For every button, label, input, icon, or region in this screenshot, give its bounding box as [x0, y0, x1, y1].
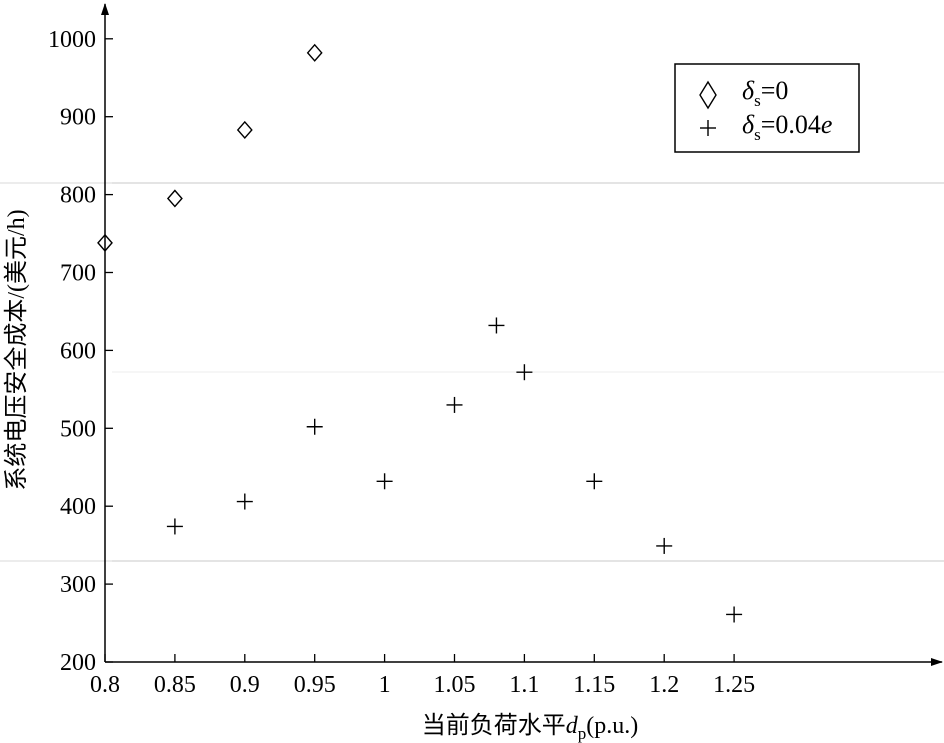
x-tick-label: 1.05 [434, 672, 476, 698]
legend-label-plus-sub: s [754, 125, 761, 144]
x-axis-title-main: 当前负荷水平 [422, 712, 566, 739]
y-tick-label: 700 [60, 261, 96, 287]
plus-point [236, 493, 253, 510]
legend-label-plus-tail-italic: e [821, 110, 833, 139]
legend-label-diamond-var: δ [742, 76, 755, 105]
plus-point [446, 396, 463, 413]
plus-point [586, 473, 603, 490]
x-axis-ticks: 0.8 0.85 0.9 0.95 1 1.05 1.1 1.15 1.2 1.25 [90, 654, 755, 698]
plus-point [488, 317, 505, 334]
plus-point [306, 418, 323, 435]
plus-point [516, 364, 533, 381]
diamond-point [97, 233, 113, 252]
plus-point [376, 473, 393, 490]
x-tick-label: 1.25 [713, 672, 755, 698]
y-tick-label: 1000 [48, 27, 96, 53]
y-axis-title: 系统电压安全成本/(美元/h) [3, 209, 30, 490]
x-tick-label: 1.1 [509, 672, 539, 698]
background-lines [0, 182, 944, 562]
x-axis-title: 当前负荷水平dp(p.u.) [422, 712, 638, 743]
legend-label-plus-var: δ [742, 110, 755, 139]
x-tick-label: 1.15 [573, 672, 615, 698]
diamond-point [306, 43, 323, 62]
x-tick-label: 1 [379, 672, 391, 698]
plus-point [656, 537, 673, 554]
legend: δs=0 δs=0.04e [674, 63, 860, 153]
legend-marker-diamond [699, 80, 717, 110]
legend-label-diamond-tail: =0 [761, 76, 789, 105]
x-axis-title-tail: (p.u.) [586, 713, 638, 739]
x-tick-label: 0.9 [230, 672, 260, 698]
x-axis-title-sub: p [578, 724, 587, 743]
data-points [97, 43, 743, 623]
y-tick-label: 900 [60, 105, 96, 131]
diamond-point [236, 120, 253, 140]
x-tick-label: 0.95 [294, 672, 336, 698]
legend-label-diamond-sub: s [754, 91, 761, 110]
x-tick-label: 0.85 [154, 672, 196, 698]
plus-point [166, 518, 183, 535]
y-tick-label: 500 [60, 416, 96, 442]
y-tick-label: 300 [60, 572, 96, 598]
y-tick-label: 600 [60, 338, 96, 364]
x-tick-label: 1.2 [649, 672, 679, 698]
x-axis-title-var: d [566, 713, 579, 739]
legend-label-diamond: δs=0 [742, 76, 788, 110]
y-axis-ticks: 200 300 400 500 600 700 800 900 1000 [48, 27, 113, 676]
legend-label-plus: δs=0.04e [742, 110, 832, 144]
legend-box [674, 63, 860, 153]
plus-point [726, 606, 743, 623]
y-tick-label: 400 [60, 494, 96, 520]
x-tick-label: 0.8 [90, 672, 120, 698]
y-tick-label: 200 [60, 650, 96, 676]
y-tick-label: 800 [60, 183, 96, 209]
legend-label-plus-tail: =0.04 [761, 110, 821, 139]
diamond-point [166, 189, 183, 208]
